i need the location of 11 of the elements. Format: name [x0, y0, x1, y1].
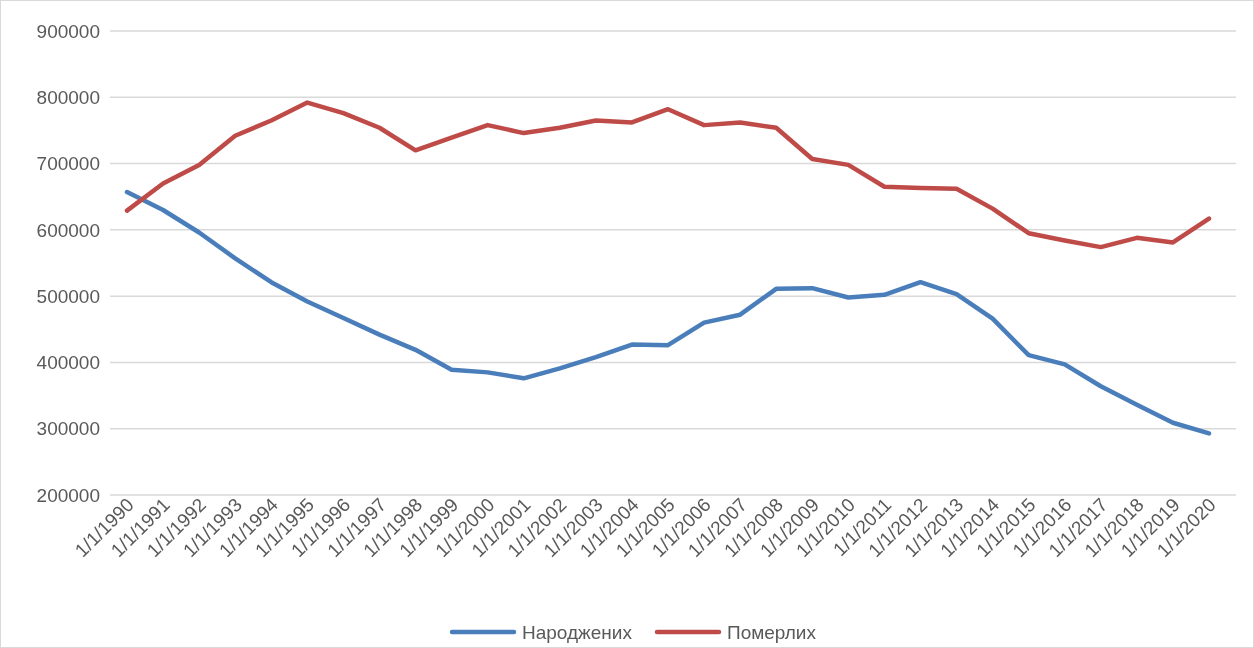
y-tick-label: 500000	[36, 285, 100, 307]
y-tick-label: 400000	[36, 352, 100, 374]
y-tick-label: 700000	[36, 153, 100, 175]
y-tick-label: 300000	[36, 418, 100, 440]
y-tick-label: 600000	[36, 219, 100, 241]
legend-label: Померлих	[727, 621, 817, 643]
legend-label: Народжених	[522, 621, 633, 643]
y-tick-label: 800000	[36, 86, 100, 108]
y-tick-label: 900000	[36, 20, 100, 42]
line-series	[124, 189, 1212, 436]
line-series	[124, 100, 1212, 250]
